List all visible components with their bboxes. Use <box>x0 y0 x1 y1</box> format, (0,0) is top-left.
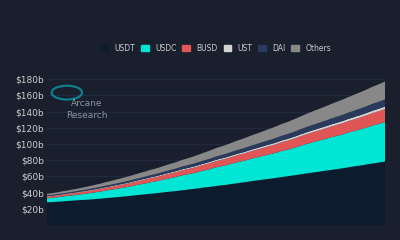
Text: Arcane
Research: Arcane Research <box>66 99 108 120</box>
Legend: USDT, USDC, BUSD, UST, DAI, Others: USDT, USDC, BUSD, UST, DAI, Others <box>98 41 334 56</box>
